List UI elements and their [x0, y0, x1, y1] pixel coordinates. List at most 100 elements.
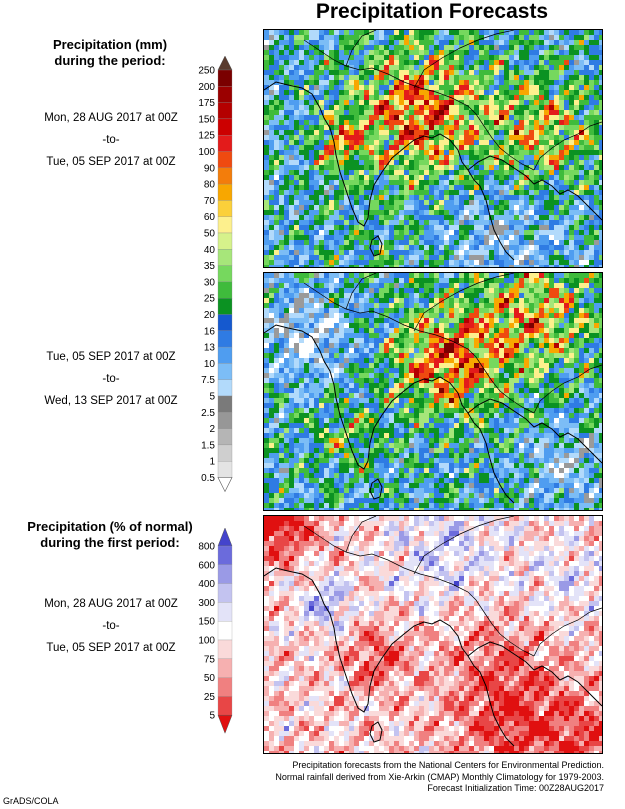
map-panel-period1 [263, 29, 603, 268]
mm-scale-tick-label: 0.5 [201, 473, 215, 484]
pct-scale-swatch [217, 583, 233, 603]
period1-label: Mon, 28 AUG 2017 at 00Z -to- Tue, 05 SEP… [0, 111, 222, 177]
pct-scale-tick-label: 400 [198, 579, 215, 590]
mm-scale-tick-label: 40 [204, 245, 216, 256]
coastline [264, 567, 515, 747]
mm-legend-heading-line1: Precipitation (mm) [52, 37, 168, 52]
pct-scale-tick-label: 800 [198, 542, 215, 553]
mm-scale-swatch [217, 69, 233, 87]
pct-scale-swatch [217, 677, 233, 697]
pct-legend-heading-line1: Precipitation (% of normal) [27, 519, 193, 534]
mm-scale-tick-label: 125 [198, 131, 215, 142]
mm-scale-tick-label: 10 [204, 359, 216, 370]
map-panel-period2 [263, 272, 603, 511]
pct-scale-tick-label: 50 [204, 673, 216, 684]
mm-scale-tick-label: 1.5 [201, 440, 215, 451]
mm-legend-heading-line2: during the period: [54, 53, 166, 68]
mm-scale-tick-label: 30 [204, 277, 216, 288]
mm-scale-swatch [217, 330, 233, 348]
mm-scale-tick-label: 16 [204, 326, 216, 337]
mm-scale-swatch [217, 232, 233, 250]
pct-scale-tick-label: 5 [209, 711, 215, 722]
mm-scale-swatch [217, 249, 233, 266]
mm-scale-tick-label: 35 [204, 261, 216, 272]
mm-scale-tick-label: 150 [198, 114, 215, 125]
pct-scale-swatch [217, 639, 233, 659]
mm-scale-tick-label: 25 [204, 294, 216, 305]
mm-scale-swatch [217, 183, 233, 201]
mm-scale-swatch [217, 461, 233, 478]
period2-label: Tue, 05 SEP 2017 at 00Z -to- Wed, 13 SEP… [0, 350, 222, 416]
mm-scale-tick-label: 80 [204, 180, 216, 191]
mm-scale-tick-label: 2 [209, 424, 215, 435]
pct-color-scale: 800 600 400 300 150 100 75 50 25 5 [198, 527, 233, 734]
mm-scale-tick-label: 20 [204, 310, 216, 321]
period1-start: Mon, 28 AUG 2017 at 00Z [44, 112, 178, 124]
period2-end: Wed, 13 SEP 2017 at 00Z [44, 395, 178, 407]
mm-scale-tick-label: 175 [198, 98, 215, 109]
mm-scale-swatch [217, 200, 233, 217]
period2-sep: -to- [102, 373, 120, 385]
mm-scale-tick-label: 100 [198, 147, 215, 158]
brand-label: GrADS/COLA [3, 796, 59, 806]
mm-scale-swatch [217, 118, 233, 136]
period3-sep: -to- [102, 620, 120, 632]
mm-scale-tick-label: 70 [204, 196, 216, 207]
mm-scale-swatch [217, 395, 233, 413]
mm-scale-swatch [217, 428, 233, 446]
map-panel-percent-normal [263, 515, 603, 754]
period3-label: Mon, 28 AUG 2017 at 00Z -to- Tue, 05 SEP… [0, 597, 222, 663]
mm-scale-tick-label: 50 [204, 229, 216, 240]
sri-lanka-outline [369, 478, 383, 500]
period1-end: Tue, 05 SEP 2017 at 00Z [46, 156, 176, 168]
sri-lanka-outline [369, 235, 383, 257]
mm-scale-swatch [217, 135, 233, 152]
period3-start: Mon, 28 AUG 2017 at 00Z [44, 598, 178, 610]
credit-line2: Normal rainfall derived from Xie-Arkin (… [275, 771, 604, 782]
precip-map-period1 [264, 30, 602, 267]
mm-scale-tick-label: 250 [198, 66, 215, 77]
pct-scale-bottom-arrow [217, 714, 233, 734]
mm-scale-swatch [217, 298, 233, 315]
pct-scale-tick-label: 75 [204, 654, 216, 665]
country-borders [303, 273, 602, 414]
period1-sep: -to- [102, 134, 120, 146]
pct-scale-swatch [217, 658, 233, 678]
sri-lanka-outline [369, 721, 383, 743]
mm-scale-tick-label: 7.5 [201, 375, 215, 386]
mm-scale-swatch [217, 216, 233, 234]
mm-scale-tick-label: 200 [198, 82, 215, 93]
pct-scale-top-arrow [217, 527, 233, 547]
pct-scale-swatch [217, 602, 233, 622]
mm-color-scale: 2502001751501251009080706050403530252016… [198, 55, 233, 493]
country-borders [303, 516, 602, 657]
pct-legend-heading: Precipitation (% of normal) during the f… [0, 519, 220, 551]
mm-scale-swatch [217, 265, 233, 283]
coastline-east [467, 398, 602, 464]
page-title: Precipitation Forecasts [315, 0, 549, 23]
pct-scale-swatch [217, 696, 233, 716]
percent-normal-map [264, 516, 602, 753]
credit-line3: Forecast Initialization Time: 00Z28AUG20… [427, 783, 604, 793]
mm-scale-tick-label: 13 [204, 343, 216, 354]
mm-scale-swatch [217, 86, 233, 103]
pct-scale-swatch [217, 564, 233, 584]
mm-scale-tick-label: 60 [204, 212, 216, 223]
mm-legend-heading: Precipitation (mm) during the period: [0, 37, 220, 69]
coastline [264, 81, 515, 261]
mm-scale-swatch [217, 363, 233, 380]
pct-scale-tick-label: 600 [198, 560, 215, 571]
country-borders [303, 30, 602, 171]
pct-scale-tick-label: 25 [204, 692, 216, 703]
credit-line1: Precipitation forecasts from the Nationa… [292, 760, 604, 770]
coastline [264, 324, 515, 504]
coastline-east [467, 641, 602, 707]
mm-scale-swatch [217, 281, 233, 299]
pct-scale-tick-label: 100 [198, 636, 215, 647]
pct-legend-heading-line2: during the first period: [40, 535, 180, 550]
pct-scale-swatch [217, 545, 233, 565]
mm-scale-swatch [217, 444, 233, 462]
mm-scale-swatch [217, 346, 233, 364]
mm-scale-tick-label: 1 [209, 457, 215, 468]
mm-scale-swatch [217, 314, 233, 331]
